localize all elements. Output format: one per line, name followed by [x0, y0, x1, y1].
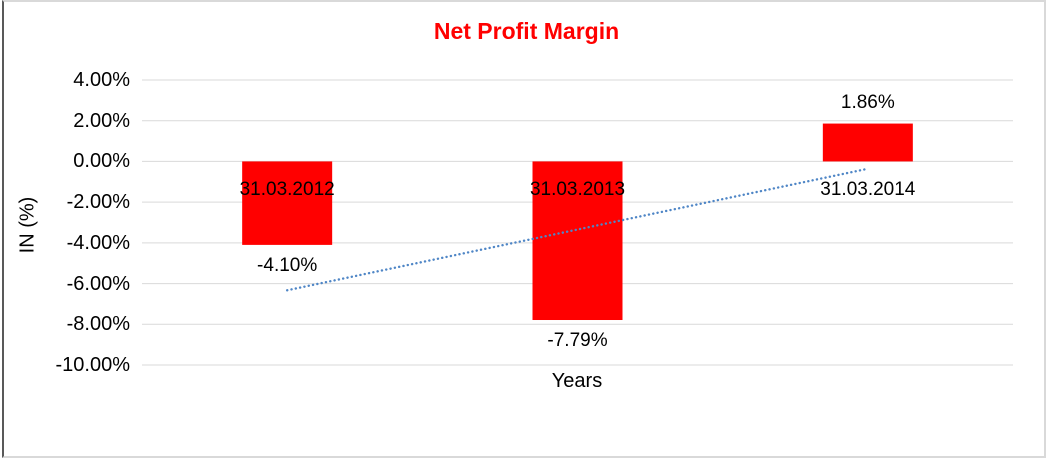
y-tick-label: -8.00% — [66, 313, 130, 336]
data-label: -4.10% — [257, 254, 318, 276]
y-tick-label: -2.00% — [66, 191, 130, 214]
y-axis-title: IN (%) — [16, 196, 39, 254]
x-axis-title: Years — [551, 370, 603, 392]
y-tick-label: -6.00% — [66, 272, 130, 295]
bar-31.03.2013 — [532, 161, 623, 321]
y-tick-label: 4.00% — [73, 69, 130, 91]
y-tick-label: 2.00% — [73, 109, 130, 132]
data-label: 1.86% — [840, 91, 895, 113]
category-label: 31.03.2013 — [529, 179, 626, 201]
y-tick-label: 0.00% — [73, 150, 130, 173]
chart-title: Net Profit Margin — [433, 18, 620, 44]
category-label: 31.03.2012 — [239, 179, 335, 201]
y-tick-label: -10.00% — [55, 354, 131, 376]
bar-31.03.2014 — [822, 123, 913, 162]
data-label: -7.79% — [547, 330, 608, 351]
category-label: 31.03.2014 — [820, 179, 916, 201]
y-tick-label: -4.00% — [66, 231, 130, 254]
bar-31.03.2012 — [242, 161, 333, 245]
